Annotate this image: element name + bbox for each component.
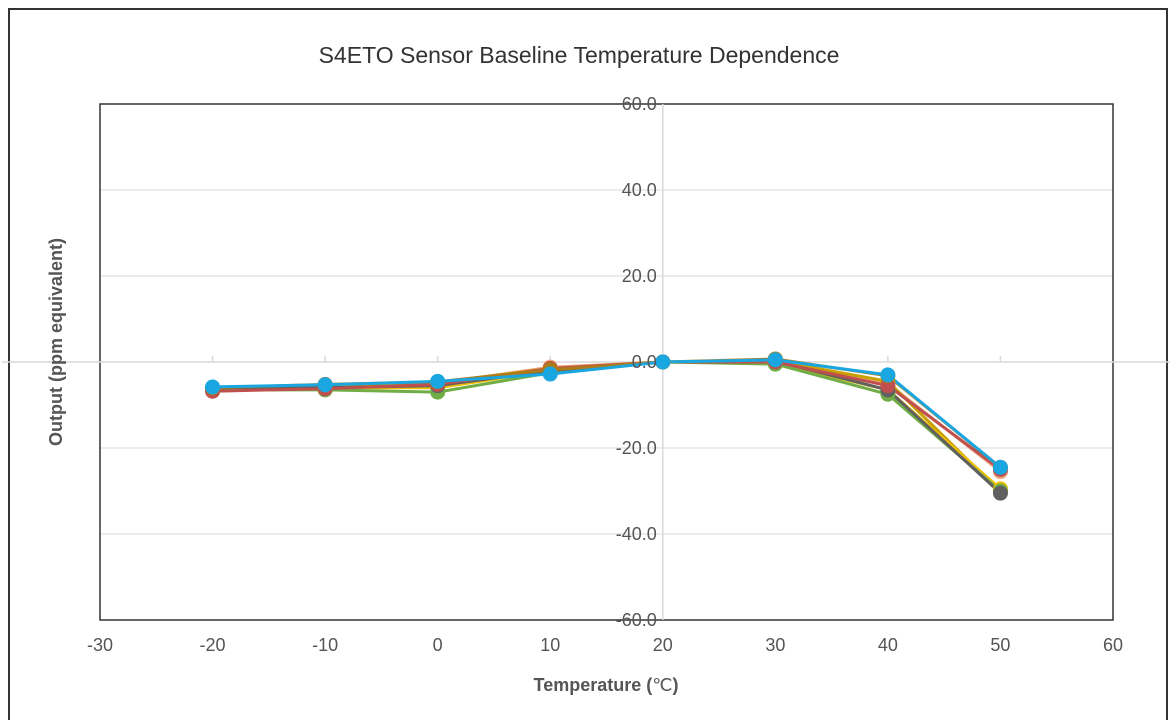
series-line-8 (212, 358, 1002, 469)
data-point (992, 459, 1008, 475)
chart-frame (8, 8, 1168, 720)
x-tick-label: -10 (312, 635, 338, 655)
axes (2, 104, 1170, 620)
y-tick-label: -20.0 (616, 438, 657, 458)
x-tick-label: 50 (990, 635, 1010, 655)
y-tick-label: -60.0 (616, 610, 657, 630)
data-point (992, 485, 1008, 501)
data-point (542, 366, 558, 382)
x-tick-label: 10 (540, 635, 560, 655)
y-tick-label: 60.0 (622, 94, 657, 114)
data-point (880, 367, 896, 383)
x-tick-label: 40 (878, 635, 898, 655)
x-tick-label: -30 (87, 635, 113, 655)
y-tick-label: 40.0 (622, 180, 657, 200)
x-axis-label: Temperature (℃) (534, 675, 679, 695)
x-tick-label: 0 (433, 635, 443, 655)
x-tick-label: -20 (200, 635, 226, 655)
chart-title: S4ETO Sensor Baseline Temperature Depend… (319, 42, 840, 68)
data-point (317, 377, 333, 393)
y-axis-label: Output (ppm equivalent) (46, 238, 66, 446)
x-tick-labels: -30 -20 -10 0 10 20 30 40 50 60 (87, 635, 1123, 655)
data-point (430, 373, 446, 389)
y-tick-labels: 60.0 40.0 20.0 0.0 -20.0 -40.0 -60.0 (616, 94, 657, 630)
y-tick-label: 20.0 (622, 266, 657, 286)
grid (100, 189, 1113, 535)
y-tick-label: 0.0 (632, 352, 657, 372)
series-group (205, 351, 1008, 501)
x-tick-label: 30 (765, 635, 785, 655)
x-tick-label: 20 (653, 635, 673, 655)
data-point (767, 352, 783, 368)
x-tick-label: 60 (1103, 635, 1123, 655)
data-point (205, 379, 221, 395)
y-tick-label: -40.0 (616, 524, 657, 544)
data-point (655, 354, 671, 370)
